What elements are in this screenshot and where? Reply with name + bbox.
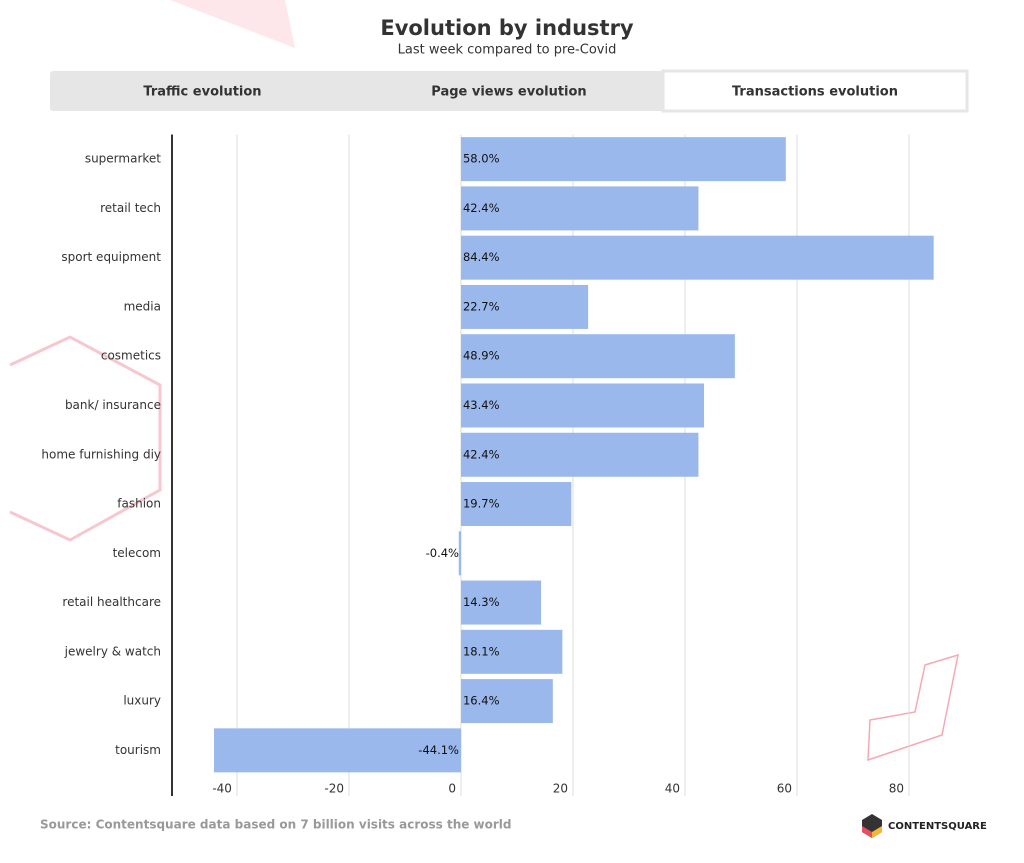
x-tick-label: 20 [553,782,568,796]
y-tick-label: fashion [117,497,161,511]
y-tick-label: retail healthcare [62,595,161,609]
bar [460,186,699,231]
x-tick-label: 60 [777,782,792,796]
logo-icon [872,826,882,838]
y-tick-label: media [124,299,161,313]
bar [460,383,705,428]
x-tick-label: 80 [889,782,904,796]
tab-label[interactable]: Traffic evolution [143,85,261,100]
y-tick-label: tourism [115,743,161,757]
bar [460,235,934,280]
bar [460,580,542,625]
y-tick-label: sport equipment [61,250,161,264]
value-label: -0.4% [426,546,459,560]
bar [460,284,589,329]
x-tick-label: 40 [665,782,680,796]
value-label: 48.9% [463,349,500,363]
tab-label[interactable]: Page views evolution [431,85,586,100]
bar [214,728,461,773]
y-tick-label: telecom [113,546,161,560]
chart-subtitle: Last week compared to pre-Covid [398,43,617,58]
tab-label[interactable]: Transactions evolution [732,85,898,100]
brand: CONTENTSQUARE [888,821,987,832]
value-label: 43.4% [463,398,500,412]
value-label: 84.4% [463,250,500,264]
bar [460,679,553,724]
x-tick-label: 0 [448,782,456,796]
y-tick-label: retail tech [100,201,161,215]
value-label: 58.0% [463,152,500,166]
brand-logo [862,814,882,838]
value-label: 14.3% [463,595,500,609]
bar [458,531,461,576]
tab-active [661,69,969,113]
value-label: 42.4% [463,201,500,215]
bar [460,432,699,477]
value-label: 22.7% [463,299,500,313]
y-tick-label: supermarket [85,152,161,166]
logo-icon [862,826,872,838]
bar [460,482,572,527]
y-tick-label: jewelry & watch [64,644,161,658]
bar [460,629,563,674]
plot: -40 -20 0 20 40 60 80 supermarket 58.0% retail te… [41,134,934,796]
tabs: Traffic evolution Page views evolution Tra… [50,69,969,113]
value-label: -44.1% [418,743,459,757]
chart-title: Evolution by industry [380,16,634,40]
decor [9,335,162,542]
x-tick-label: -20 [324,782,344,796]
bar [460,137,786,182]
bar [460,334,735,379]
value-label: 16.4% [463,694,500,708]
y-tick-label: home furnishing diy [41,447,161,461]
value-label: 18.1% [463,644,500,658]
decor [170,0,295,48]
value-label: 19.7% [463,497,500,511]
y-tick-label: luxury [123,694,161,708]
y-tick-label: cosmetics [101,349,161,363]
value-label: 42.4% [463,447,500,461]
y-tick-label: bank/ insurance [65,398,161,412]
decor [867,653,959,762]
source: Source: Contentsquare data based on 7 bi… [40,818,512,832]
x-tick-label: -40 [212,782,232,796]
